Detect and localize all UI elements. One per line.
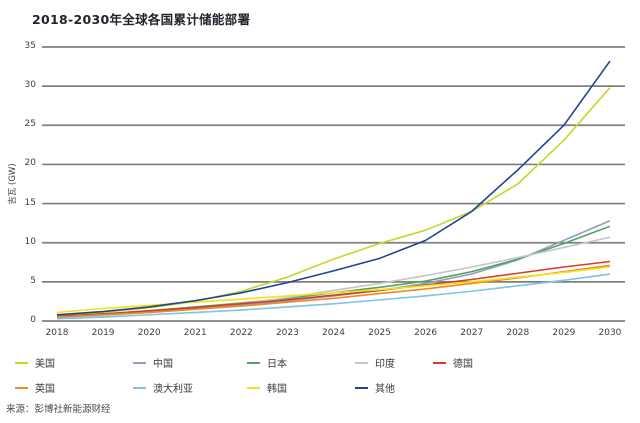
x-tick-label: 2019	[91, 328, 115, 338]
y-tick-label: 10	[24, 236, 36, 247]
legend-swatch-icon	[355, 361, 368, 364]
x-tick-label: 2021	[183, 328, 207, 338]
legend-label: 其他	[375, 384, 395, 395]
series-line-澳大利亚	[56, 273, 611, 320]
series-line-其他	[56, 60, 611, 316]
legend-label: 德国	[453, 359, 473, 370]
chart-title: 2018-2030年全球各国累计储能部署	[32, 12, 251, 27]
y-tick-label: 15	[24, 197, 36, 208]
series-line-德国	[56, 260, 611, 318]
legend-label: 中国	[153, 359, 173, 370]
series-line-中国	[56, 220, 611, 318]
legend-item-美国: 美国	[15, 355, 133, 370]
legend-swatch-icon	[247, 386, 260, 389]
legend-label: 韩国	[267, 384, 287, 395]
y-tick-label: 20	[24, 158, 36, 169]
y-tick-label: 0	[30, 315, 36, 325]
legend-label: 英国	[35, 384, 55, 395]
x-tick-label: 2024	[322, 328, 345, 338]
x-tick-label: 2028	[506, 328, 530, 338]
legend-item-英国: 英国	[15, 380, 133, 395]
y-tick-label: 35	[24, 41, 36, 51]
legend-swatch-icon	[133, 386, 146, 389]
x-tick-label: 2030	[598, 328, 622, 338]
x-tick-label: 2025	[368, 328, 391, 338]
y-tick-label: 5	[30, 275, 36, 286]
legend-item-印度: 印度	[355, 355, 433, 370]
legend-swatch-icon	[247, 361, 260, 364]
y-tick-label: 30	[24, 80, 36, 91]
legend-swatch-icon	[433, 361, 446, 364]
legend-label: 美国	[35, 359, 55, 370]
legend-item-其他: 其他	[355, 380, 433, 395]
source-note: 来源：彭博社新能源财经	[6, 404, 111, 415]
legend-swatch-icon	[133, 361, 146, 364]
series-line-韩国	[56, 266, 611, 314]
legend-item-中国: 中国	[133, 355, 247, 370]
legend-label: 印度	[375, 359, 395, 370]
legend-item-德国: 德国	[433, 355, 625, 370]
legend-swatch-icon	[15, 386, 28, 389]
legend-swatch-icon	[355, 386, 368, 389]
x-tick-label: 2027	[460, 328, 484, 338]
legend-item-澳大利亚: 澳大利亚	[133, 380, 247, 395]
x-tick-label: 2026	[414, 328, 438, 338]
x-tick-label: 2022	[229, 328, 253, 338]
x-tick-label: 2023	[275, 328, 299, 338]
y-tick-label: 25	[24, 119, 36, 130]
legend: 美国 中国 日本 印度 德国英国 澳大利亚 韩国 其他	[15, 355, 625, 395]
legend-label: 日本	[267, 359, 287, 370]
x-tick-label: 2020	[137, 328, 161, 338]
legend-item-韩国: 韩国	[247, 380, 355, 395]
legend-swatch-icon	[15, 361, 28, 364]
legend-label: 澳大利亚	[153, 384, 193, 395]
legend-item-日本: 日本	[247, 355, 355, 370]
x-tick-label: 2018	[45, 328, 69, 338]
x-tick-label: 2029	[552, 328, 576, 338]
